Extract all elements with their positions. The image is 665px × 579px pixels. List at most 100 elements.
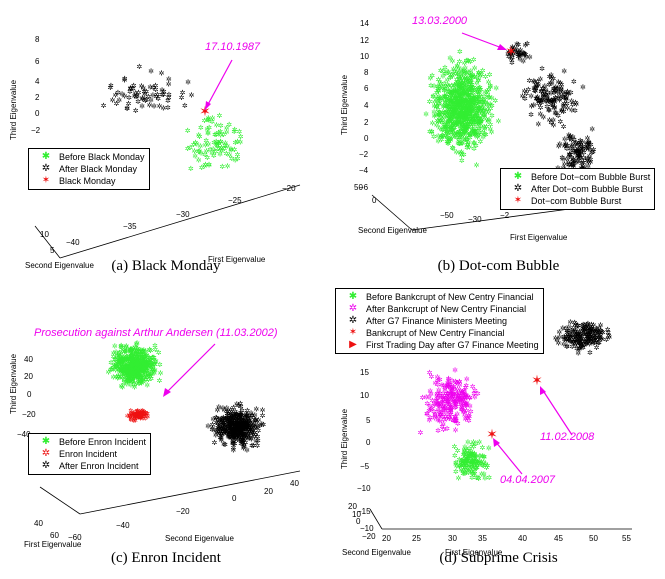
scatter-point: ✲ bbox=[227, 431, 233, 439]
scatter-point: ✲ bbox=[229, 418, 235, 426]
scatter-point: ✲ bbox=[244, 413, 250, 421]
scatter-point: ✲ bbox=[570, 147, 576, 155]
scatter-point: ✲ bbox=[119, 361, 125, 369]
scatter-point: ✲ bbox=[470, 113, 476, 121]
scatter-point: ✲ bbox=[135, 350, 141, 358]
scatter-point: ✲ bbox=[461, 125, 467, 133]
scatter-point: ✲ bbox=[133, 370, 139, 378]
scatter-point: ✲ bbox=[476, 69, 482, 77]
scatter-point: ✲ bbox=[234, 412, 240, 420]
scatter-point: ✲ bbox=[447, 118, 453, 126]
scatter-point: ✲ bbox=[233, 430, 239, 438]
scatter-point: ✲ bbox=[446, 377, 452, 385]
scatter-point: ✲ bbox=[574, 332, 580, 340]
scatter-point: ✲ bbox=[594, 337, 600, 345]
legend-marker-icon: ✶ bbox=[348, 327, 358, 338]
scatter-point: ✲ bbox=[234, 417, 240, 425]
scatter-point: ✲ bbox=[462, 400, 468, 408]
scatter-point: ✲ bbox=[459, 405, 465, 413]
scatter-point: ✲ bbox=[567, 333, 573, 341]
scatter-point: ✲ bbox=[468, 85, 474, 93]
scatter-point: ✲ bbox=[588, 338, 594, 346]
scatter-point: ✲ bbox=[423, 394, 429, 402]
tick-d-z4: 5 bbox=[366, 416, 371, 425]
scatter-point: ✲ bbox=[134, 357, 140, 365]
scatter-point: ✲ bbox=[135, 370, 141, 378]
scatter-point: ✲ bbox=[538, 99, 544, 107]
scatter-point: ✲ bbox=[548, 89, 554, 97]
scatter-point: ✲ bbox=[127, 367, 133, 375]
scatter-point: ✲ bbox=[133, 350, 139, 358]
scatter-point: ✲ bbox=[488, 105, 494, 113]
scatter-point: ✲ bbox=[217, 428, 223, 436]
scatter-point: ✲ bbox=[574, 333, 580, 341]
scatter-point: ✲ bbox=[583, 340, 589, 348]
scatter-point: ✲ bbox=[222, 142, 228, 150]
scatter-point: ✲ bbox=[562, 336, 568, 344]
scatter-point: ✲ bbox=[468, 76, 474, 84]
scatter-point: ✲ bbox=[454, 119, 460, 127]
scatter-point: ✲ bbox=[432, 412, 438, 420]
scatter-point: ✲ bbox=[461, 125, 467, 133]
scatter-point: ✲ bbox=[534, 95, 540, 103]
scatter-point: ✲ bbox=[221, 424, 227, 432]
scatter-point: ✲ bbox=[580, 344, 586, 352]
scatter-point: ✲ bbox=[563, 333, 569, 341]
scatter-point: ✲ bbox=[476, 131, 482, 139]
scatter-point: ✲ bbox=[515, 49, 521, 57]
scatter-point: ✲ bbox=[465, 450, 471, 458]
scatter-point: ✲ bbox=[457, 85, 463, 93]
scatter-point: ✲ bbox=[456, 73, 462, 81]
scatter-point: ✲ bbox=[456, 456, 462, 464]
scatter-point: ✲ bbox=[236, 402, 242, 410]
scatter-point: ✲ bbox=[124, 360, 130, 368]
scatter-point: ✲ bbox=[228, 146, 234, 154]
points-b: ✲✲✲✲✲✲ ✲✲✲✲✲✲✲✲✲✲✲✲✲✲✲✲✲✲✲✲✲✲✲✲✲✲ ✲✲✲✲✲✲✲✲… bbox=[423, 40, 596, 174]
scatter-point: ✲ bbox=[468, 105, 474, 113]
scatter-point: ✲ bbox=[457, 378, 463, 386]
scatter-point: ✲ bbox=[466, 99, 472, 107]
scatter-point: ✲ bbox=[517, 52, 523, 60]
scatter-point: ✲ bbox=[230, 429, 236, 437]
scatter-point: ✲ bbox=[460, 111, 466, 119]
scatter-point: ✲ bbox=[241, 421, 247, 429]
scatter-point: ✲ bbox=[464, 407, 470, 415]
scatter-point: ✲ bbox=[452, 88, 458, 96]
scatter-point: ✲ bbox=[467, 130, 473, 138]
scatter-point: ✲ bbox=[427, 98, 433, 106]
scatter-point: ✲ bbox=[461, 408, 467, 416]
scatter-point: ✲ bbox=[564, 336, 570, 344]
scatter-point: ✲ bbox=[448, 97, 454, 105]
scatter-point: ✲ bbox=[479, 116, 485, 124]
scatter-point: ✲ bbox=[238, 422, 244, 430]
scatter-point: ✲ bbox=[575, 148, 581, 156]
scatter-point: ✲ bbox=[122, 347, 128, 355]
scatter-point: ✲ bbox=[450, 390, 456, 398]
scatter-point: ✲ bbox=[130, 356, 136, 364]
scatter-point: ✲ bbox=[461, 110, 467, 118]
scatter-point: ✲ bbox=[135, 368, 141, 376]
scatter-point: ✲ bbox=[101, 102, 107, 110]
scatter-point: ✲ bbox=[134, 411, 139, 418]
scatter-point: ✲ bbox=[129, 360, 135, 368]
scatter-point: ✲ bbox=[527, 53, 533, 61]
scatter-point: ✲ bbox=[457, 134, 463, 142]
scatter-point: ✲ bbox=[205, 141, 211, 149]
scatter-point: ✲ bbox=[464, 453, 470, 461]
scatter-point: ✲ bbox=[469, 468, 475, 476]
scatter-point: ✲ bbox=[246, 417, 252, 425]
scatter-point: ✲ bbox=[468, 98, 474, 106]
scatter-point: ✲ bbox=[583, 335, 589, 343]
scatter-point: ✲ bbox=[461, 104, 467, 112]
scatter-point: ✲ bbox=[205, 423, 211, 431]
scatter-point: ✲ bbox=[563, 141, 569, 149]
scatter-point: ✲ bbox=[438, 95, 444, 103]
scatter-point: ✲ bbox=[138, 414, 143, 421]
scatter-point: ✲ bbox=[483, 100, 489, 108]
scatter-point: ✲ bbox=[551, 89, 557, 97]
scatter-point: ✲ bbox=[460, 77, 466, 85]
scatter-point: ✲ bbox=[239, 435, 245, 443]
scatter-point: ✲ bbox=[214, 139, 220, 147]
scatter-point: ✲ bbox=[232, 408, 238, 416]
scatter-point: ✲ bbox=[137, 372, 143, 380]
